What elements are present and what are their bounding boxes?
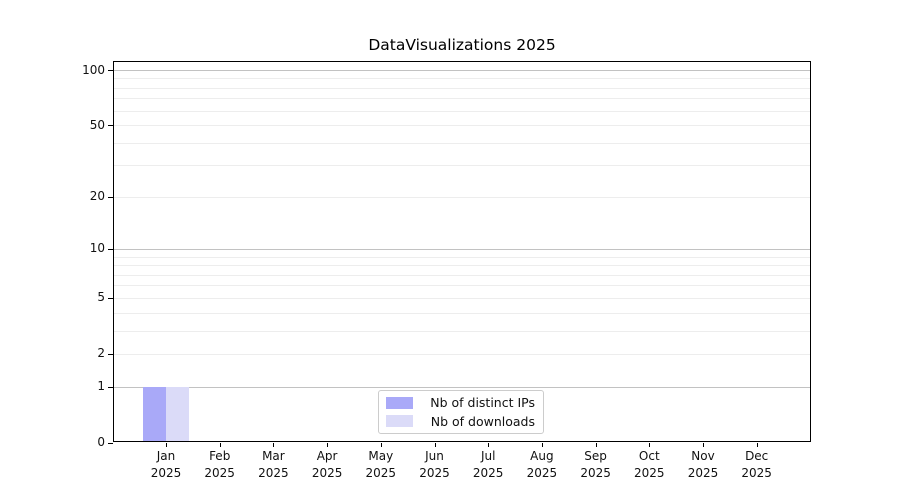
x-tick-year: 2025: [580, 465, 611, 480]
x-axis-tick-mark: [273, 443, 275, 447]
x-axis-tick-label: Apr 2025: [295, 448, 359, 481]
x-axis-tick-mark: [703, 443, 704, 447]
gridline-minor: [114, 125, 810, 127]
x-axis-tick-mark: [488, 443, 490, 447]
gridline-minor: [114, 265, 810, 267]
legend-swatch-downloads: [386, 415, 413, 428]
x-axis-tick-label: Feb 2025: [188, 448, 252, 481]
x-axis-tick-mark: [649, 443, 651, 447]
x-tick-year: 2025: [311, 465, 343, 480]
legend-entry-distinct-ips: Nb of distinct IPs: [386, 394, 535, 411]
x-axis-tick-label: Jul 2025: [456, 448, 520, 481]
x-tick-month: Aug: [530, 449, 554, 463]
x-tick-year: 2025: [419, 465, 450, 480]
x-axis-tick-mark: [327, 443, 329, 447]
x-axis-tick-mark: [219, 443, 221, 447]
gridline-minor: [114, 196, 810, 198]
x-tick-year: 2025: [150, 465, 182, 480]
y-axis-tick-label: 10: [89, 241, 105, 256]
gridline-major: [114, 70, 810, 71]
x-axis-tick-label: May 2025: [349, 448, 413, 481]
x-axis-tick-label: Sep 2025: [564, 448, 628, 481]
y-axis-tick-label: 2: [97, 346, 105, 361]
x-tick-month: Nov: [691, 449, 715, 463]
x-axis-tick-label: Nov 2025: [671, 448, 735, 481]
y-axis-tick-mark: [108, 125, 113, 127]
x-tick-month: Feb: [209, 449, 231, 463]
chart-title: DataVisualizations 2025: [368, 36, 556, 54]
legend-label-distinct-ips: Nb of distinct IPs: [430, 395, 535, 411]
x-axis-tick-mark: [380, 443, 382, 447]
x-tick-month: May: [368, 449, 394, 463]
gridline-major: [114, 248, 810, 250]
x-tick-month: Apr: [316, 449, 338, 463]
gridline-minor: [114, 312, 810, 314]
x-tick-year: 2025: [258, 465, 289, 480]
y-axis-tick-label: 5: [97, 290, 105, 305]
x-tick-year: 2025: [687, 465, 719, 480]
x-tick-month: Dec: [745, 449, 769, 463]
y-axis-tick-label: 100: [82, 62, 105, 77]
gridline-minor: [114, 110, 810, 112]
bar-distinct-ips-jan: [143, 386, 166, 442]
x-tick-month: Mar: [262, 449, 285, 463]
gridline-minor: [114, 330, 810, 332]
x-axis-tick-label: Jun 2025: [403, 448, 467, 481]
gridline-major: [114, 386, 810, 388]
x-axis-tick-mark: [756, 443, 758, 447]
plot-border: [113, 61, 811, 442]
x-tick-year: 2025: [741, 465, 772, 480]
legend-entry-downloads: Nb of downloads: [386, 413, 535, 430]
y-axis-tick-mark: [108, 248, 113, 250]
legend: Nb of distinct IPs Nb of downloads: [378, 390, 544, 434]
y-axis-tick-mark: [108, 196, 113, 198]
gridline-minor: [114, 87, 810, 89]
x-tick-month: Sep: [584, 449, 607, 463]
x-tick-year: 2025: [634, 465, 665, 480]
y-axis-tick-mark: [108, 70, 113, 71]
gridline-minor: [114, 98, 810, 100]
x-tick-month: Jan: [156, 449, 176, 463]
y-axis-tick-mark: [108, 297, 113, 299]
y-axis-tick-mark: [108, 442, 113, 444]
x-axis-tick-label: Aug 2025: [510, 448, 574, 481]
y-axis-tick-label: 1: [97, 379, 105, 394]
gridline-minor: [114, 285, 810, 287]
y-axis-tick-mark: [108, 386, 113, 388]
y-axis-tick-label: 0: [97, 435, 105, 449]
bar-downloads-jan: [166, 386, 189, 442]
gridline-minor: [114, 165, 810, 167]
y-axis-tick-label: 20: [89, 189, 105, 204]
y-axis-tick-mark: [108, 353, 113, 355]
x-axis-tick-mark: [541, 443, 543, 447]
gridline-minor: [114, 297, 810, 299]
legend-swatch-distinct-ips: [386, 396, 413, 409]
legend-label-downloads: Nb of downloads: [430, 413, 535, 429]
x-tick-month: Jul: [480, 449, 496, 463]
x-tick-year: 2025: [526, 465, 558, 480]
gridline-minor: [114, 78, 810, 80]
x-tick-month: Oct: [638, 449, 660, 463]
x-axis-tick-label: Jan 2025: [134, 448, 198, 481]
gridline-minor: [114, 274, 810, 276]
plot-area: [113, 61, 811, 442]
x-tick-month: Jun: [425, 449, 444, 463]
x-axis-tick-mark: [595, 443, 597, 447]
x-axis-tick-label: Oct 2025: [617, 448, 681, 481]
x-axis-tick-label: Dec 2025: [725, 448, 789, 481]
x-tick-year: 2025: [472, 465, 504, 480]
y-axis-tick-label: 50: [89, 117, 105, 132]
x-axis-tick-label: Mar 2025: [241, 448, 305, 481]
gridline-minor: [114, 256, 810, 258]
x-axis-tick-mark: [166, 443, 167, 447]
x-tick-year: 2025: [365, 465, 397, 480]
x-tick-year: 2025: [204, 465, 235, 480]
gridline-minor: [114, 142, 810, 144]
x-axis-tick-mark: [434, 443, 436, 447]
gridline-minor: [114, 353, 810, 355]
